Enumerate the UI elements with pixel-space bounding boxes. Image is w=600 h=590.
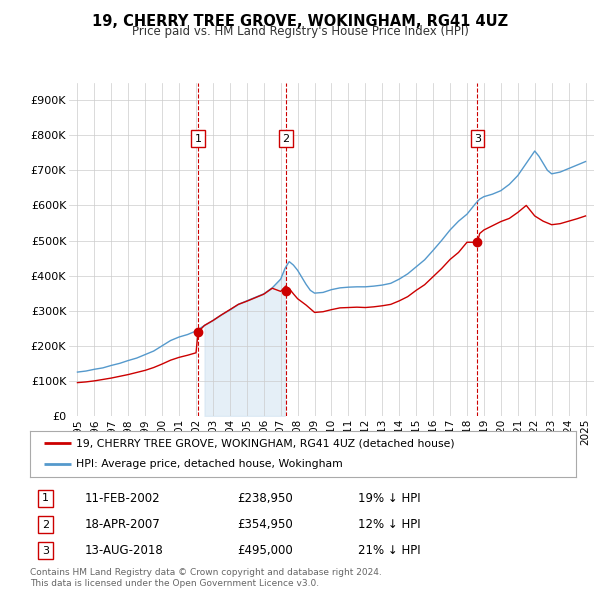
- Text: 2: 2: [282, 134, 289, 144]
- Text: 21% ↓ HPI: 21% ↓ HPI: [358, 544, 420, 557]
- Text: 3: 3: [474, 134, 481, 144]
- Text: 1: 1: [194, 134, 202, 144]
- Text: HPI: Average price, detached house, Wokingham: HPI: Average price, detached house, Woki…: [76, 459, 343, 469]
- Text: 1: 1: [42, 493, 49, 503]
- Text: 3: 3: [42, 546, 49, 556]
- Text: 11-FEB-2002: 11-FEB-2002: [85, 492, 160, 505]
- Text: £238,950: £238,950: [238, 492, 293, 505]
- Text: £354,950: £354,950: [238, 518, 293, 531]
- Text: 19, CHERRY TREE GROVE, WOKINGHAM, RG41 4UZ: 19, CHERRY TREE GROVE, WOKINGHAM, RG41 4…: [92, 14, 508, 28]
- Text: Price paid vs. HM Land Registry's House Price Index (HPI): Price paid vs. HM Land Registry's House …: [131, 25, 469, 38]
- Text: 18-APR-2007: 18-APR-2007: [85, 518, 160, 531]
- Text: 12% ↓ HPI: 12% ↓ HPI: [358, 518, 420, 531]
- Text: £495,000: £495,000: [238, 544, 293, 557]
- Text: 19% ↓ HPI: 19% ↓ HPI: [358, 492, 420, 505]
- Text: 19, CHERRY TREE GROVE, WOKINGHAM, RG41 4UZ (detached house): 19, CHERRY TREE GROVE, WOKINGHAM, RG41 4…: [76, 438, 455, 448]
- Text: Contains HM Land Registry data © Crown copyright and database right 2024.
This d: Contains HM Land Registry data © Crown c…: [30, 568, 382, 588]
- Text: 2: 2: [42, 520, 49, 529]
- Text: 13-AUG-2018: 13-AUG-2018: [85, 544, 163, 557]
